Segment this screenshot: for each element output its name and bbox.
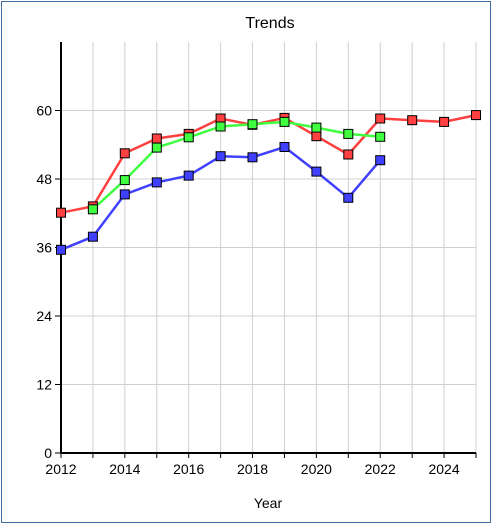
series-3-point: [375, 155, 386, 166]
series-3-point: [343, 192, 354, 203]
series-2-point: [87, 204, 98, 215]
series-1-point: [56, 207, 66, 218]
series-3-point: [56, 244, 66, 255]
y-tick-label: 36: [36, 240, 52, 256]
series-1-point: [119, 148, 130, 159]
chart-title: Trends: [245, 15, 294, 32]
series-3-point: [247, 152, 258, 163]
y-tick-label: 12: [36, 377, 52, 393]
series-2-point: [343, 128, 354, 139]
series-1-point: [407, 115, 418, 126]
series-2-point: [151, 142, 162, 153]
x-tick-label: 2018: [237, 461, 268, 477]
series-3-point: [183, 170, 194, 181]
series-3-point: [87, 231, 98, 242]
series-1-point: [343, 149, 354, 160]
x-tick-label: 2014: [109, 461, 140, 477]
y-tick-label: 0: [44, 445, 52, 461]
x-tick-label: 2016: [173, 461, 204, 477]
series-1-point: [471, 110, 481, 121]
series-2-point: [311, 122, 322, 133]
axes: 0 12 24 36 48 60 2012 2014 2016 2018 2020 2022 2024: [36, 42, 477, 477]
series-3-point: [151, 177, 162, 188]
series-3-point: [215, 151, 226, 162]
series-2-point: [247, 119, 258, 130]
y-tick-label: 60: [36, 103, 52, 119]
x-tick-label: 2012: [45, 461, 76, 477]
series-3-point: [311, 166, 322, 177]
series-1-point: [311, 131, 322, 142]
series-2-point: [119, 175, 130, 186]
y-tick-label: 24: [36, 308, 52, 324]
series-2-point: [215, 121, 226, 132]
series-layer: [56, 110, 481, 255]
x-tick-label: 2020: [301, 461, 332, 477]
grid: [61, 42, 477, 453]
series-1-point: [439, 116, 450, 127]
series-2-point: [183, 132, 194, 143]
series-line-1: [60, 113, 477, 214]
series-1-point: [151, 133, 162, 144]
x-tick-label: 2022: [365, 461, 396, 477]
series-3-point: [119, 189, 130, 200]
series-2-point: [375, 131, 386, 142]
series-3-point: [279, 142, 290, 152]
x-tick-label: 2024: [428, 461, 459, 477]
series-2-point: [279, 116, 290, 127]
x-axis-title: Year: [254, 495, 283, 511]
y-tick-label: 48: [36, 171, 52, 187]
series-1-point: [375, 113, 386, 124]
series-line-2: [92, 120, 381, 211]
